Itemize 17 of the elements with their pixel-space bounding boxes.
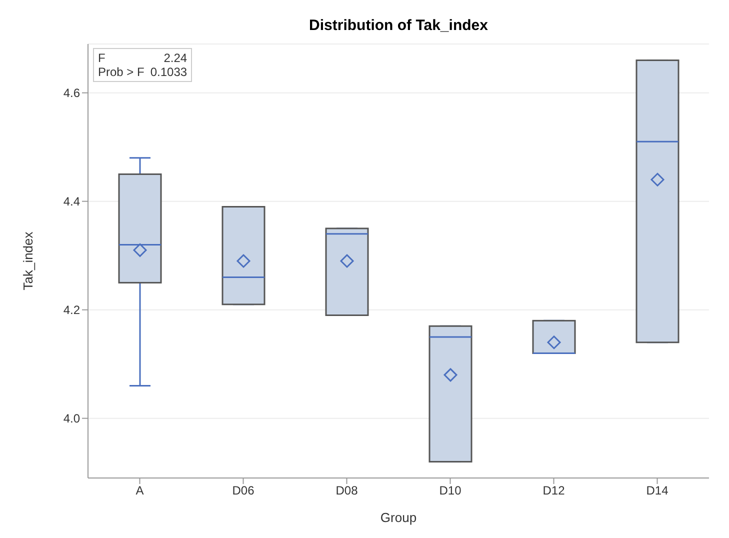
x-tick-label: D12 <box>542 484 566 498</box>
y-tick-label: 4.6 <box>63 86 80 100</box>
x-tick-label: A <box>136 484 144 498</box>
y-tick-label: 4.0 <box>63 412 80 426</box>
annotation: Prob > F <box>98 65 144 79</box>
x-tick-label: D14 <box>646 484 669 498</box>
x-tick-label: D10 <box>439 484 462 498</box>
annotation: 2.24 <box>162 51 188 65</box>
y-tick-label: 4.2 <box>63 303 80 318</box>
chart-title: Distribution of Tak_index <box>308 16 489 36</box>
y-tick-label: 4.4 <box>63 194 80 209</box>
annotation: 0.1033 <box>150 65 188 79</box>
annotation: F <box>98 51 106 65</box>
x-axis-title: Group <box>380 510 417 525</box>
x-tick-label: D06 <box>232 484 255 498</box>
x-tick-label: D08 <box>336 484 358 498</box>
y-axis-title: Tak_index <box>20 231 36 290</box>
